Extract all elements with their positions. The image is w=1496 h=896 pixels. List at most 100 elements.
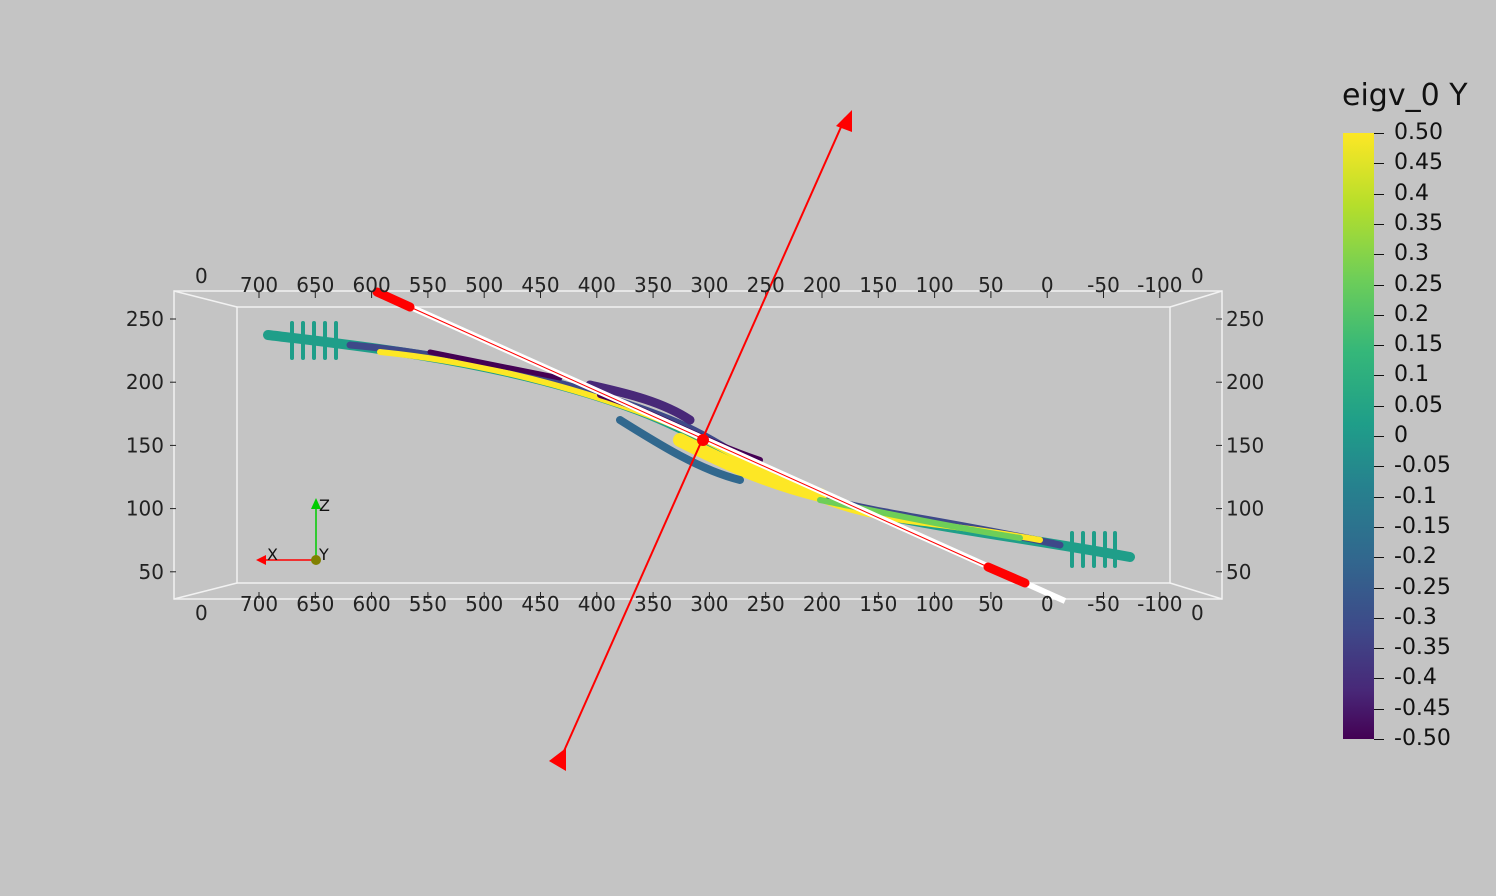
corner-label-top-right: 0 — [1191, 264, 1204, 288]
x-tick-label-top: 250 — [747, 273, 785, 297]
x-tick-label-top: 550 — [409, 273, 447, 297]
x-tick-label-top: 200 — [803, 273, 841, 297]
z-tick-label-right: 50 — [1226, 560, 1251, 584]
scalar-bar-tick — [1374, 375, 1384, 377]
arrow-head-top-icon[interactable] — [836, 110, 852, 132]
x-tick-label-top: 600 — [353, 273, 391, 297]
z-tick-label-left: 150 — [126, 433, 164, 457]
z-axis-ticks-right — [1216, 318, 1222, 573]
scalar-bar-label: -0.45 — [1394, 695, 1451, 721]
x-tick-label-bottom: 500 — [465, 592, 503, 616]
x-tick-label-top: 300 — [690, 273, 728, 297]
x-tick-label-bottom: 200 — [803, 592, 841, 616]
scalar-bar-tick — [1374, 223, 1384, 225]
scalar-bar-label: -0.4 — [1394, 665, 1437, 691]
scalar-bar-label: -0.15 — [1394, 513, 1451, 539]
x-tick-label-top: -50 — [1087, 273, 1120, 297]
scalar-bar-tick — [1374, 739, 1384, 740]
x-tick-label-top: 700 — [240, 273, 278, 297]
z-tick-label-right: 250 — [1226, 307, 1264, 331]
z-tick-label-right: 100 — [1226, 497, 1264, 521]
x-tick-label-bottom: 650 — [296, 592, 334, 616]
x-tick-label-bottom: 300 — [690, 592, 728, 616]
x-tick-label-top: 500 — [465, 273, 503, 297]
z-axis-ticks-left — [170, 318, 176, 573]
scalar-bar-tick — [1374, 587, 1384, 589]
y-axis-dot-icon — [311, 555, 321, 565]
z-tick-label-right: 200 — [1226, 370, 1264, 394]
x-tick-label-top: -100 — [1137, 273, 1182, 297]
scalar-bar-title: eigv_0 Y — [1342, 78, 1468, 113]
z-tick-label-left: 50 — [139, 560, 164, 584]
orientation-y-label: Y — [318, 545, 329, 564]
orientation-z-label: Z — [319, 496, 330, 515]
x-tick-label-top: 0 — [1041, 273, 1054, 297]
x-tick-label-top: 450 — [521, 273, 559, 297]
arrow-head-bottom-icon[interactable] — [549, 748, 566, 771]
x-tick-label-bottom: -100 — [1137, 592, 1182, 616]
scalar-bar-label: 0.2 — [1394, 301, 1429, 327]
scalar-bar-tick — [1374, 193, 1384, 195]
scalar-bar-label: 0.1 — [1394, 362, 1429, 388]
x-tick-label-bottom: 150 — [859, 592, 897, 616]
scalar-bar-tick — [1374, 496, 1384, 498]
scalar-bar-tick — [1374, 254, 1384, 256]
x-tick-label-bottom: 0 — [1041, 592, 1054, 616]
scalar-bar-tick — [1374, 526, 1384, 528]
z-tick-label-left: 100 — [126, 497, 164, 521]
corner-label-bottom-right: 0 — [1191, 601, 1204, 625]
scalar-bar-label: -0.1 — [1394, 483, 1437, 509]
corner-label-bottom-left: 0 — [195, 601, 208, 625]
scalar-bar-label: -0.35 — [1394, 635, 1451, 661]
scalar-bar-label: -0.05 — [1394, 453, 1451, 479]
plane-normal-arrow[interactable] — [549, 110, 852, 771]
scalar-bar-label: -0.2 — [1394, 544, 1437, 570]
scalar-bar-gradient[interactable] — [1343, 133, 1374, 739]
x-tick-label-bottom: 100 — [916, 592, 954, 616]
scalar-bar-label: 0.3 — [1394, 241, 1429, 267]
scalar-bar-tick — [1374, 466, 1384, 468]
scalar-bar-tick — [1374, 284, 1384, 286]
scalar-bar-label: 0 — [1394, 423, 1408, 448]
scalar-bar-tick — [1374, 648, 1384, 650]
line-widget-handle-start[interactable] — [372, 287, 415, 312]
x-tick-label-top: 100 — [916, 273, 954, 297]
orientation-axes: Z X Y — [256, 496, 330, 565]
scalar-bar-label: 0.35 — [1394, 210, 1443, 236]
scalar-bar-tick — [1374, 557, 1384, 559]
scalar-bar-tick — [1374, 708, 1384, 710]
x-tick-label-bottom: -50 — [1087, 592, 1120, 616]
scalar-bar-tick — [1374, 617, 1384, 619]
x-axis-ticks-top — [258, 291, 1161, 298]
x-tick-label-top: 50 — [978, 273, 1003, 297]
x-tick-label-top: 350 — [634, 273, 672, 297]
orientation-x-label: X — [267, 545, 278, 564]
corner-label-top-left: 0 — [195, 264, 208, 288]
scalar-bar-label: 0.4 — [1394, 180, 1429, 206]
z-tick-label-left: 250 — [126, 307, 164, 331]
x-tick-label-top: 400 — [578, 273, 616, 297]
x-tick-label-top: 650 — [296, 273, 334, 297]
scalar-bar-tick — [1374, 314, 1384, 316]
x-tick-label-bottom: 50 — [978, 592, 1003, 616]
x-tick-label-bottom: 550 — [409, 592, 447, 616]
scalar-bar-tick — [1374, 133, 1384, 134]
scalar-bar-tick — [1374, 405, 1384, 407]
scalar-bar-label: 0.50 — [1394, 120, 1443, 145]
scalar-bar-tick — [1374, 678, 1384, 680]
scalar-bar-label: -0.25 — [1394, 574, 1451, 600]
scalar-bar-tick — [1374, 345, 1384, 347]
scalar-bar-tick — [1374, 436, 1384, 437]
scalar-bar-label: 0.45 — [1394, 150, 1443, 176]
plane-origin-handle[interactable] — [697, 434, 709, 446]
line-widget-handle-end[interactable] — [983, 562, 1030, 588]
x-tick-label-bottom: 700 — [240, 592, 278, 616]
z-tick-label-right: 150 — [1226, 433, 1264, 457]
scalar-bar-label: 0.05 — [1394, 392, 1443, 418]
scalar-bar-label: -0.3 — [1394, 604, 1437, 630]
z-tick-label-left: 200 — [126, 370, 164, 394]
scalar-bar-label: -0.50 — [1394, 726, 1451, 751]
line-widget[interactable] — [372, 287, 1067, 604]
x-tick-label-bottom: 250 — [747, 592, 785, 616]
